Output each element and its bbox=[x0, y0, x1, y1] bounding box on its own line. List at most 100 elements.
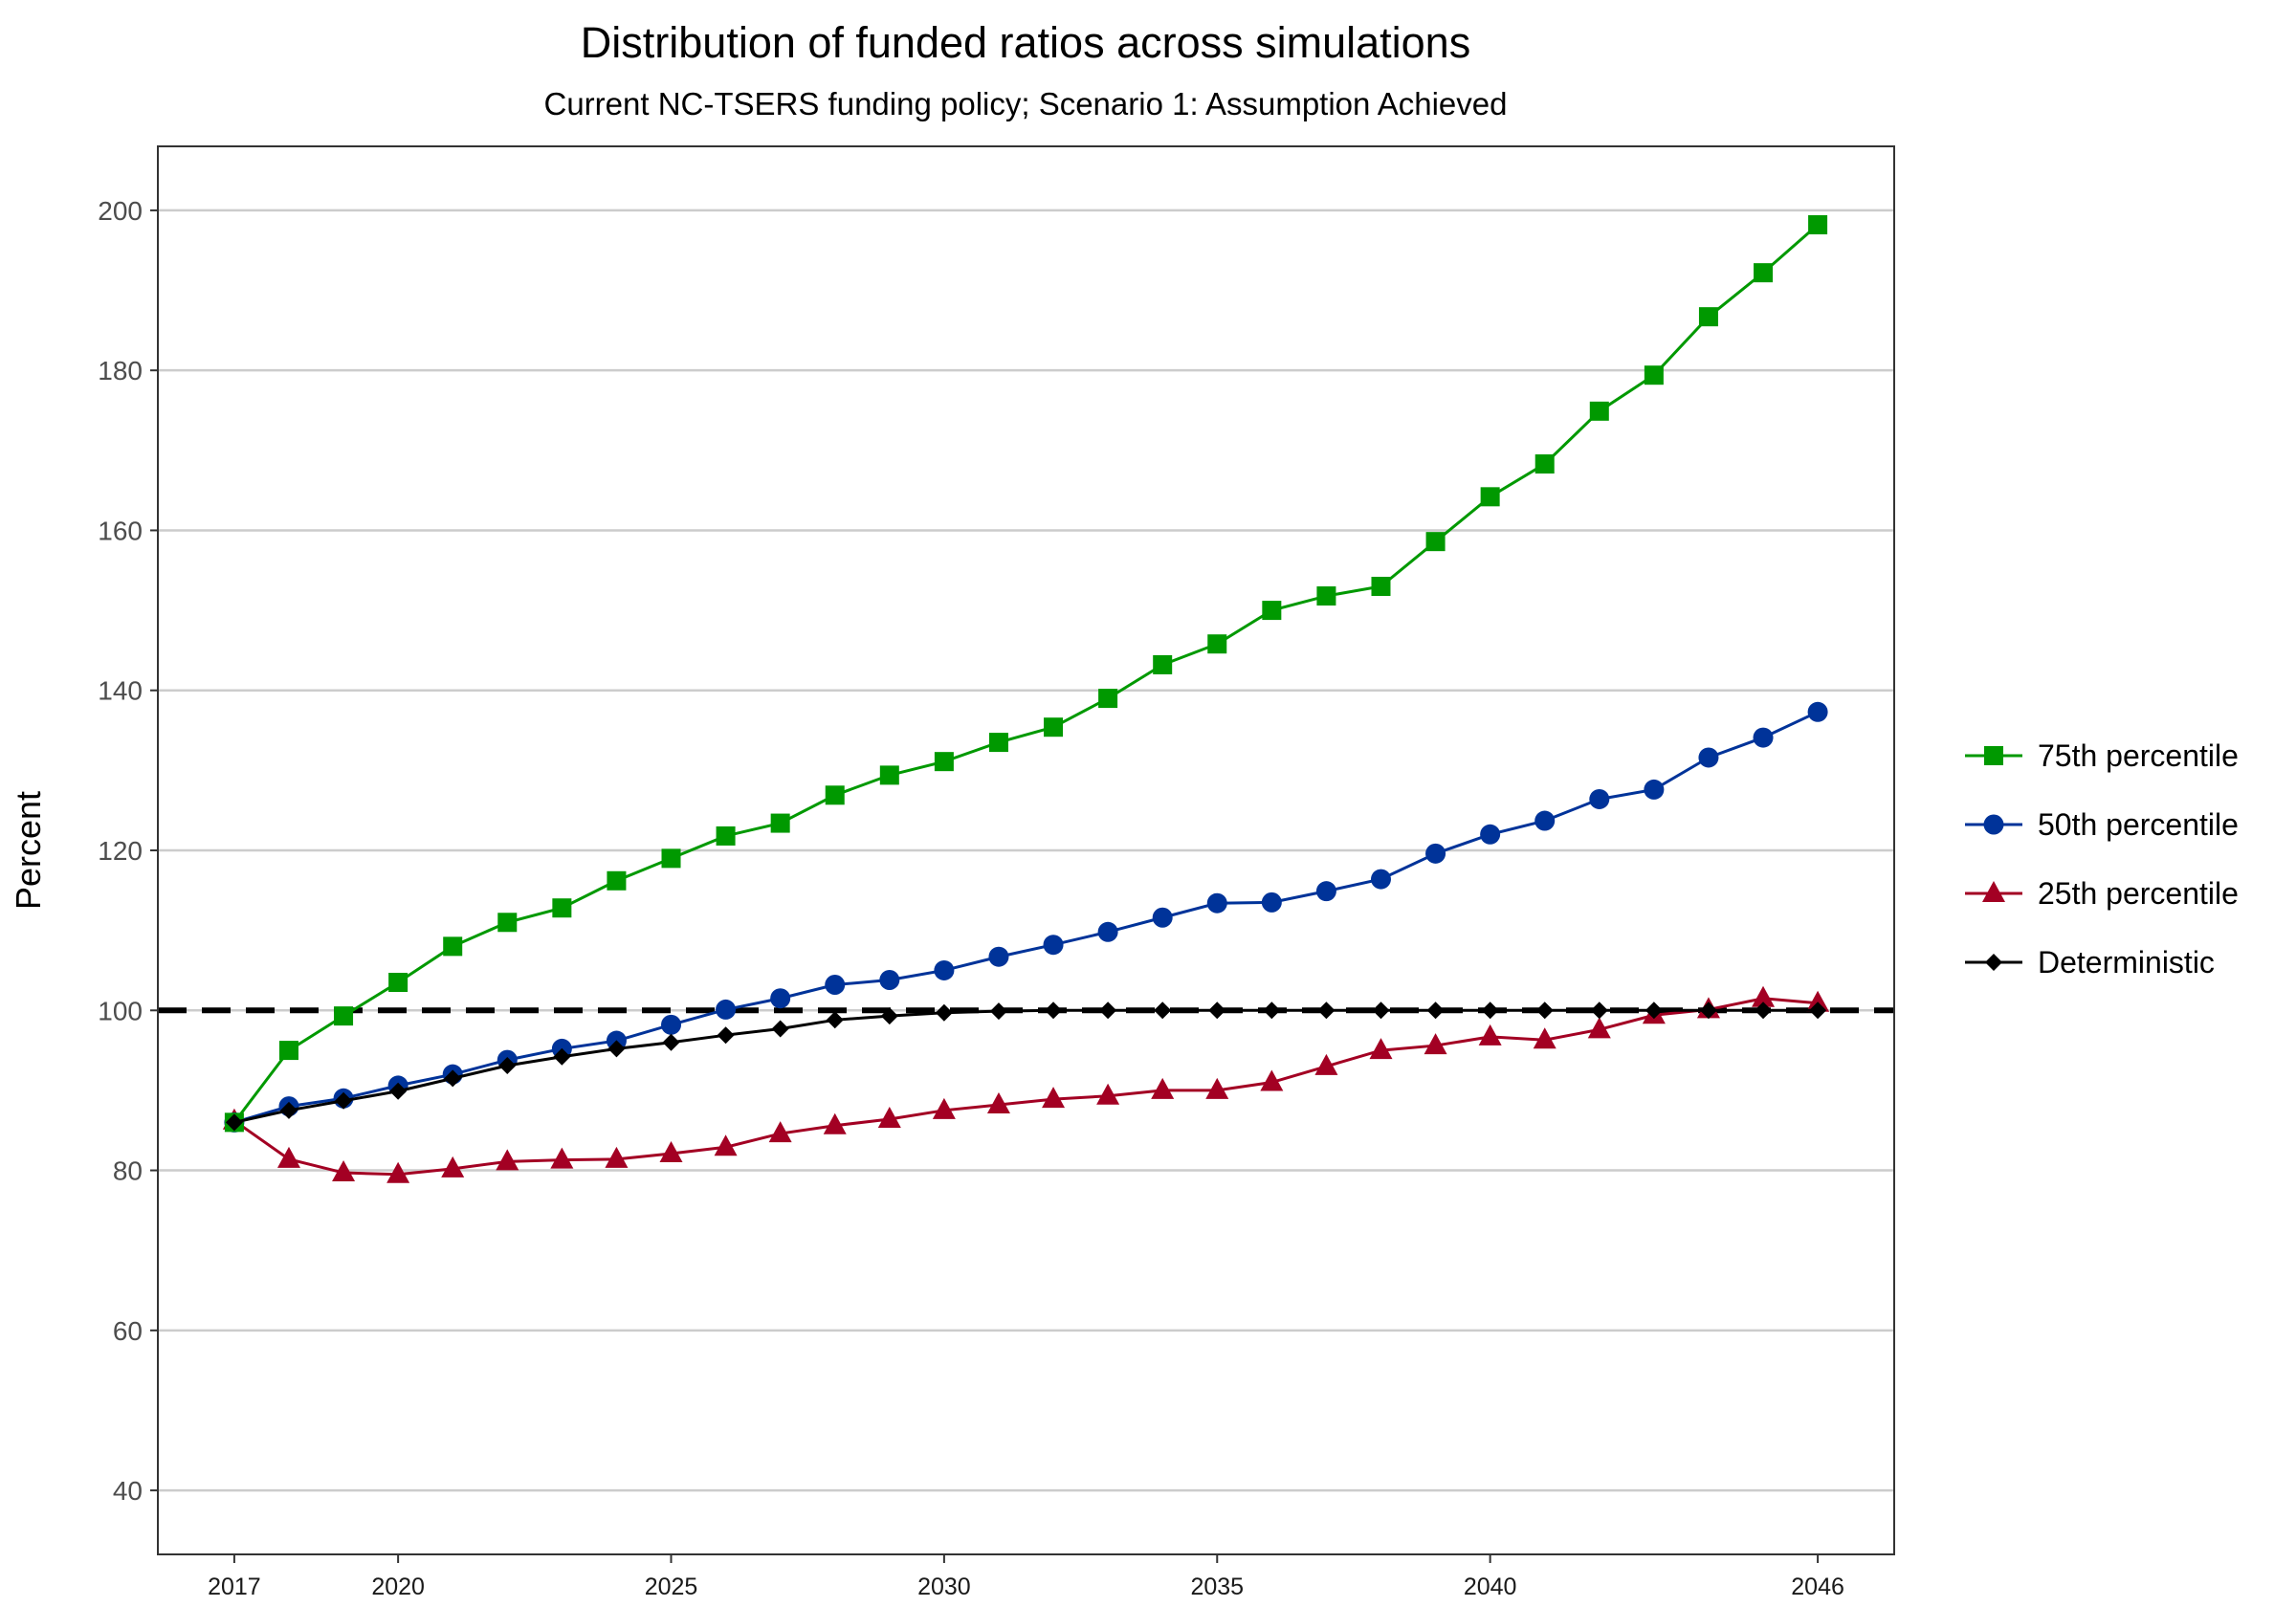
data-point-75th-percentile-2040 bbox=[1480, 487, 1500, 507]
data-point-25th-percentile-2024 bbox=[605, 1146, 629, 1168]
data-point-25th-percentile-2029 bbox=[877, 1107, 901, 1129]
y-tick-label: 100 bbox=[98, 996, 143, 1025]
data-point-25th-percentile-2026 bbox=[714, 1134, 738, 1156]
data-point-50th-percentile-2045 bbox=[1753, 727, 1774, 748]
data-point-25th-percentile-2041 bbox=[1533, 1027, 1556, 1049]
data-point-50th-percentile-2043 bbox=[1644, 779, 1665, 800]
legend-item-75th-percentile: 75th percentile bbox=[1965, 738, 2239, 773]
series-line-deterministic bbox=[233, 1008, 1819, 1124]
data-point-50th-percentile-2030 bbox=[934, 959, 955, 980]
data-point-75th-percentile-2019 bbox=[334, 1006, 354, 1026]
data-point-50th-percentile-2034 bbox=[1152, 907, 1173, 928]
data-point-50th-percentile-2037 bbox=[1315, 881, 1336, 902]
data-point-75th-percentile-2028 bbox=[825, 785, 845, 805]
data-point-25th-percentile-2040 bbox=[1478, 1024, 1502, 1046]
x-tick-label: 2030 bbox=[917, 1574, 971, 1600]
y-axis-label: Percent bbox=[9, 791, 48, 910]
data-point-50th-percentile-2025 bbox=[661, 1014, 682, 1035]
data-point-75th-percentile-2046 bbox=[1808, 214, 1828, 234]
data-point-75th-percentile-2027 bbox=[770, 813, 790, 833]
data-point-25th-percentile-2037 bbox=[1314, 1053, 1338, 1075]
data-point-deterministic-2046 bbox=[1809, 1002, 1827, 1020]
data-point-25th-percentile-2036 bbox=[1260, 1069, 1284, 1091]
data-point-deterministic-2040 bbox=[1481, 1002, 1499, 1020]
data-point-25th-percentile-2038 bbox=[1369, 1038, 1393, 1060]
data-point-75th-percentile-2029 bbox=[879, 765, 899, 785]
legend-label-50th-percentile: 50th percentile bbox=[2038, 807, 2239, 842]
data-point-50th-percentile-2032 bbox=[1043, 935, 1064, 956]
data-point-deterministic-2030 bbox=[935, 1003, 953, 1022]
data-point-25th-percentile-2034 bbox=[1151, 1077, 1175, 1099]
data-point-75th-percentile-2032 bbox=[1044, 717, 1064, 737]
data-point-50th-percentile-2036 bbox=[1261, 892, 1282, 913]
data-point-75th-percentile-2031 bbox=[988, 733, 1008, 753]
data-point-75th-percentile-2025 bbox=[661, 848, 681, 869]
legend-item-deterministic: Deterministic bbox=[1965, 945, 2215, 980]
legend: 75th percentile 50th percentile 25th perce… bbox=[1965, 738, 2239, 980]
data-point-25th-percentile-2045 bbox=[1752, 985, 1776, 1007]
y-tick-label: 40 bbox=[113, 1476, 143, 1506]
data-point-deterministic-2044 bbox=[1699, 1002, 1717, 1020]
data-point-deterministic-2026 bbox=[717, 1026, 735, 1045]
data-point-25th-percentile-2025 bbox=[659, 1140, 683, 1162]
data-point-75th-percentile-2039 bbox=[1425, 532, 1446, 552]
legend-label-25th-percentile: 25th percentile bbox=[2038, 876, 2239, 911]
data-point-75th-percentile-2021 bbox=[443, 936, 463, 957]
data-point-25th-percentile-2035 bbox=[1205, 1077, 1229, 1099]
data-point-75th-percentile-2020 bbox=[388, 973, 408, 992]
data-point-75th-percentile-2037 bbox=[1316, 586, 1336, 606]
data-point-75th-percentile-2033 bbox=[1098, 689, 1118, 709]
data-point-75th-percentile-2042 bbox=[1589, 401, 1609, 421]
data-point-25th-percentile-2027 bbox=[768, 1121, 792, 1143]
data-point-50th-percentile-2041 bbox=[1534, 810, 1556, 831]
data-point-25th-percentile-2023 bbox=[550, 1147, 574, 1169]
data-point-75th-percentile-2035 bbox=[1207, 634, 1227, 654]
data-point-50th-percentile-2026 bbox=[716, 999, 737, 1020]
x-axis: 2017 2020 2025 2030 2035 2040 2046 bbox=[208, 1554, 1844, 1600]
data-point-75th-percentile-2043 bbox=[1644, 365, 1664, 385]
data-point-50th-percentile-2042 bbox=[1589, 788, 1610, 809]
legend-label-75th-percentile: 75th percentile bbox=[2038, 738, 2239, 773]
legend-key-marker-50th-percentile bbox=[1983, 814, 2004, 835]
data-point-25th-percentile-2042 bbox=[1587, 1017, 1611, 1039]
series-layer bbox=[222, 214, 1830, 1183]
y-tick-label: 60 bbox=[113, 1316, 143, 1346]
x-tick-label: 2046 bbox=[1791, 1574, 1844, 1600]
data-point-75th-percentile-2026 bbox=[716, 826, 736, 846]
data-point-deterministic-2023 bbox=[553, 1047, 571, 1066]
y-axis: 40 60 80 100 120 140 160 180 200 bbox=[98, 196, 158, 1506]
legend-key-marker-25th-percentile bbox=[1982, 881, 2005, 902]
data-point-deterministic-2020 bbox=[389, 1082, 408, 1100]
data-point-50th-percentile-2038 bbox=[1370, 869, 1391, 890]
legend-label-deterministic: Deterministic bbox=[2038, 945, 2215, 980]
data-point-50th-percentile-2028 bbox=[825, 975, 846, 996]
data-point-75th-percentile-2038 bbox=[1371, 577, 1391, 596]
y-tick-label: 180 bbox=[98, 356, 143, 385]
data-point-deterministic-2027 bbox=[771, 1020, 789, 1038]
data-point-deterministic-2025 bbox=[662, 1033, 680, 1051]
data-point-deterministic-2045 bbox=[1755, 1002, 1773, 1020]
data-point-deterministic-2029 bbox=[880, 1007, 898, 1025]
x-tick-label: 2025 bbox=[645, 1574, 698, 1600]
data-point-deterministic-2019 bbox=[335, 1091, 353, 1110]
data-point-75th-percentile-2018 bbox=[278, 1041, 298, 1061]
data-point-25th-percentile-2031 bbox=[986, 1091, 1010, 1113]
y-tick-label: 160 bbox=[98, 516, 143, 545]
x-tick-label: 2040 bbox=[1464, 1574, 1517, 1600]
y-tick-label: 120 bbox=[98, 836, 143, 866]
data-point-75th-percentile-2045 bbox=[1754, 263, 1774, 283]
data-point-75th-percentile-2036 bbox=[1262, 601, 1282, 621]
data-point-deterministic-2042 bbox=[1590, 1002, 1608, 1020]
y-tick-label: 140 bbox=[98, 676, 143, 706]
data-point-deterministic-2024 bbox=[607, 1040, 626, 1058]
data-point-25th-percentile-2039 bbox=[1424, 1033, 1447, 1055]
data-point-75th-percentile-2022 bbox=[497, 913, 518, 933]
data-point-75th-percentile-2030 bbox=[934, 752, 954, 772]
data-point-50th-percentile-2044 bbox=[1698, 747, 1719, 768]
data-point-deterministic-2031 bbox=[989, 1002, 1007, 1021]
data-point-25th-percentile-2021 bbox=[441, 1156, 465, 1178]
data-point-50th-percentile-2040 bbox=[1480, 824, 1501, 845]
data-point-75th-percentile-2041 bbox=[1534, 454, 1555, 474]
